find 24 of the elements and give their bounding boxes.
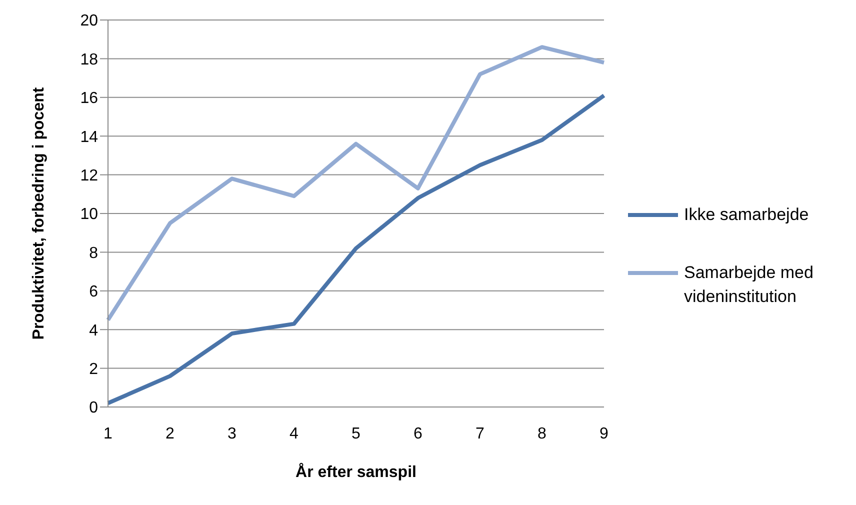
legend-label: Samarbejde med videninstitution: [684, 262, 814, 308]
y-tick-label: 6: [89, 284, 98, 301]
x-tick-label: 2: [166, 425, 175, 442]
y-tick-label: 12: [80, 167, 98, 184]
x-axis-title: År efter samspil: [296, 462, 416, 481]
y-tick-label: 10: [80, 206, 98, 224]
x-tick-label: 8: [538, 425, 547, 442]
x-tick-label: 9: [600, 425, 609, 442]
legend-label: Ikke samarbejde: [684, 204, 809, 226]
y-tick-label: 0: [89, 400, 98, 417]
y-axis-title: Produktivitet, forbedring i pocent: [30, 86, 48, 340]
x-tick-label: 4: [290, 425, 299, 442]
y-tick-label: 18: [80, 51, 98, 68]
y-tick-label: 2: [89, 360, 98, 378]
y-tick-label: 16: [80, 90, 98, 108]
x-tick-label: 3: [228, 425, 237, 442]
y-tick-label: 4: [89, 322, 98, 340]
x-tick-label: 1: [104, 425, 113, 442]
y-tick-label: 20: [80, 12, 98, 30]
y-tick-label: 14: [80, 128, 98, 146]
x-tick-label: 7: [476, 425, 485, 442]
x-tick-label: 6: [414, 425, 423, 442]
y-tick-label: 8: [89, 244, 98, 262]
x-tick-label: 5: [352, 425, 361, 442]
